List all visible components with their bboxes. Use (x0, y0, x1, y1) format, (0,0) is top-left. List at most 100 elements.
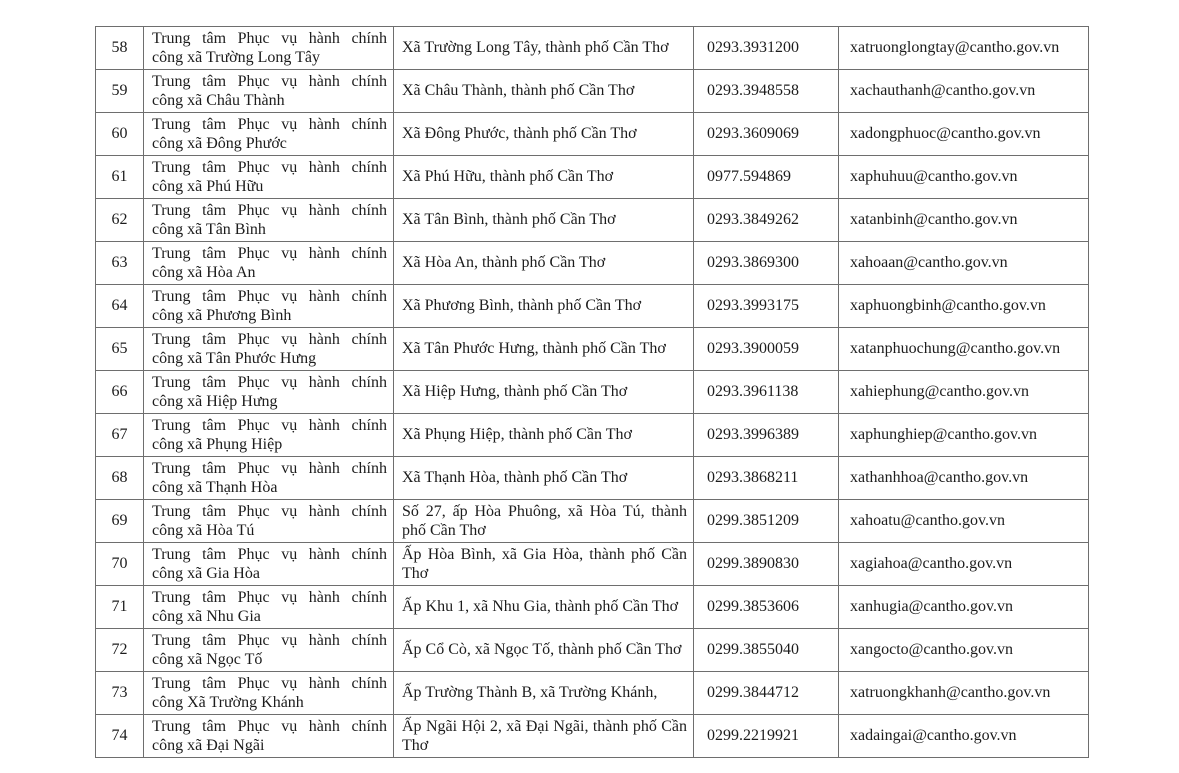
email-cell: xachauthanh@cantho.gov.vn (838, 69, 1089, 113)
table-row: 73 Trung tâm Phục vụ hành chính công Xã T… (95, 671, 1089, 715)
text-line: công xã Gia Hòa (152, 565, 260, 582)
email-cell: xatanbinh@cantho.gov.vn (838, 198, 1089, 242)
text-line: Trung tâm Phục vụ hành chính (152, 72, 387, 90)
center-name-cell: Trung tâm Phục vụ hành chính công xã Châu… (143, 69, 394, 113)
address-cell: Ấp Hòa Bình, xã Gia Hòa, thành phố Cần Th… (393, 542, 694, 586)
text-line: công Xã Trường Khánh (152, 694, 304, 711)
text-line: Trung tâm Phục vụ hành chính (152, 674, 387, 692)
text-line: Trung tâm Phục vụ hành chính (152, 588, 387, 606)
table-row: 60 Trung tâm Phục vụ hành chính công xã Đ… (95, 112, 1089, 156)
address-cell: Ấp Cổ Cò, xã Ngọc Tố, thành phố Cần Thơ (393, 628, 694, 672)
row-number-cell: 60 (95, 112, 144, 156)
text-line: Xã Phương Bình, thành phố Cần Thơ (402, 297, 642, 315)
row-number-cell: 70 (95, 542, 144, 586)
center-name-cell: Trung tâm Phục vụ hành chính công xã Phươ… (143, 284, 394, 328)
table-row: 74 Trung tâm Phục vụ hành chính công xã Đ… (95, 714, 1089, 758)
center-name-cell: Trung tâm Phục vụ hành chính công xã Gia … (143, 542, 394, 586)
text-line: công xã Phú Hữu (152, 178, 264, 195)
address-cell: Xã Tân Phước Hưng, thành phố Cần Thơ (393, 327, 694, 371)
email-cell: xadongphuoc@cantho.gov.vn (838, 112, 1089, 156)
address-cell: Xã Tân Bình, thành phố Cần Thơ (393, 198, 694, 242)
text-line: Trung tâm Phục vụ hành chính (152, 717, 387, 735)
text-line: Trung tâm Phục vụ hành chính (152, 201, 387, 219)
text-line: Xã Phú Hữu, thành phố Cần Thơ (402, 168, 614, 186)
text-line: công xã Hiệp Hưng (152, 393, 278, 410)
row-number-cell: 58 (95, 26, 144, 70)
text-line: công xã Trường Long Tây (152, 49, 320, 66)
table-row: 58 Trung tâm Phục vụ hành chính công xã T… (95, 26, 1089, 70)
text-line: Ấp Ngãi Hội 2, xã Đại Ngãi, thành phố Cầ… (402, 717, 687, 735)
text-line: công xã Ngọc Tố (152, 651, 263, 668)
text-line: Xã Trường Long Tây, thành phố Cần Thơ (402, 39, 669, 57)
row-number-cell: 74 (95, 714, 144, 758)
table-row: 62 Trung tâm Phục vụ hành chính công xã T… (95, 198, 1089, 242)
email-cell: xahoaan@cantho.gov.vn (838, 241, 1089, 285)
table-row: 69 Trung tâm Phục vụ hành chính công xã H… (95, 499, 1089, 543)
address-cell: Số 27, ấp Hòa Phuông, xã Hòa Tú, thành ph… (393, 499, 694, 543)
row-number-cell: 65 (95, 327, 144, 371)
center-name-cell: Trung tâm Phục vụ hành chính công xã Phú … (143, 155, 394, 199)
table-row: 72 Trung tâm Phục vụ hành chính công xã N… (95, 628, 1089, 672)
phone-cell: 0293.3931200 (693, 26, 839, 70)
text-line: Ấp Khu 1, xã Nhu Gia, thành phố Cần Thơ (402, 598, 679, 616)
text-line: phố Cần Thơ (402, 522, 486, 539)
text-line: Trung tâm Phục vụ hành chính (152, 631, 387, 649)
text-line: công xã Thạnh Hòa (152, 479, 278, 496)
center-name-cell: Trung tâm Phục vụ hành chính công xã Đông… (143, 112, 394, 156)
phone-cell: 0299.3853606 (693, 585, 839, 629)
table-row: 65 Trung tâm Phục vụ hành chính công xã T… (95, 327, 1089, 371)
center-name-cell: Trung tâm Phục vụ hành chính công xã Trườ… (143, 26, 394, 70)
phone-cell: 0293.3869300 (693, 241, 839, 285)
row-number-cell: 63 (95, 241, 144, 285)
text-line: Thơ (402, 737, 429, 754)
email-cell: xagiahoa@cantho.gov.vn (838, 542, 1089, 586)
text-line: Xã Tân Phước Hưng, thành phố Cần Thơ (402, 340, 666, 358)
email-cell: xatruonglongtay@cantho.gov.vn (838, 26, 1089, 70)
phone-cell: 0977.594869 (693, 155, 839, 199)
address-cell: Ấp Trường Thành B, xã Trường Khánh, (393, 671, 694, 715)
phone-cell: 0293.3849262 (693, 198, 839, 242)
address-cell: Xã Phú Hữu, thành phố Cần Thơ (393, 155, 694, 199)
text-line: Xã Hòa An, thành phố Cần Thơ (402, 254, 606, 272)
phone-cell: 0293.3609069 (693, 112, 839, 156)
email-cell: xahoatu@cantho.gov.vn (838, 499, 1089, 543)
table-row: 71 Trung tâm Phục vụ hành chính công xã N… (95, 585, 1089, 629)
email-cell: xaphuhuu@cantho.gov.vn (838, 155, 1089, 199)
text-line: Xã Hiệp Hưng, thành phố Cần Thơ (402, 383, 628, 401)
text-line: Số 27, ấp Hòa Phuông, xã Hòa Tú, thành (402, 502, 687, 520)
email-cell: xahiephung@cantho.gov.vn (838, 370, 1089, 414)
row-number-cell: 59 (95, 69, 144, 113)
email-cell: xaphunghiep@cantho.gov.vn (838, 413, 1089, 457)
text-line: Trung tâm Phục vụ hành chính (152, 459, 387, 477)
table-row: 63 Trung tâm Phục vụ hành chính công xã H… (95, 241, 1089, 285)
address-cell: Xã Phương Bình, thành phố Cần Thơ (393, 284, 694, 328)
text-line: Trung tâm Phục vụ hành chính (152, 287, 387, 305)
email-cell: xathanhhoa@cantho.gov.vn (838, 456, 1089, 500)
address-cell: Xã Hiệp Hưng, thành phố Cần Thơ (393, 370, 694, 414)
center-name-cell: Trung tâm Phục vụ hành chính công xã Tân … (143, 198, 394, 242)
address-cell: Ấp Ngãi Hội 2, xã Đại Ngãi, thành phố Cầ… (393, 714, 694, 758)
email-cell: xangocto@cantho.gov.vn (838, 628, 1089, 672)
text-line: Xã Đông Phước, thành phố Cần Thơ (402, 125, 637, 143)
address-cell: Xã Châu Thành, thành phố Cần Thơ (393, 69, 694, 113)
text-line: Trung tâm Phục vụ hành chính (152, 115, 387, 133)
phone-cell: 0299.3890830 (693, 542, 839, 586)
row-number-cell: 73 (95, 671, 144, 715)
text-line: công xã Đại Ngãi (152, 737, 265, 754)
text-line: Trung tâm Phục vụ hành chính (152, 373, 387, 391)
text-line: Xã Châu Thành, thành phố Cần Thơ (402, 82, 635, 100)
table-row: 61 Trung tâm Phục vụ hành chính công xã P… (95, 155, 1089, 199)
row-number-cell: 62 (95, 198, 144, 242)
phone-cell: 0293.3900059 (693, 327, 839, 371)
phone-cell: 0293.3993175 (693, 284, 839, 328)
text-line: công xã Phương Bình (152, 307, 292, 324)
text-line: Ấp Cổ Cò, xã Ngọc Tố, thành phố Cần Thơ (402, 641, 682, 659)
phone-cell: 0293.3996389 (693, 413, 839, 457)
address-cell: Xã Phụng Hiệp, thành phố Cần Thơ (393, 413, 694, 457)
text-line: công xã Châu Thành (152, 92, 285, 109)
text-line: công xã Hòa Tú (152, 522, 255, 539)
phone-cell: 0293.3948558 (693, 69, 839, 113)
phone-cell: 0293.3961138 (693, 370, 839, 414)
row-number-cell: 69 (95, 499, 144, 543)
